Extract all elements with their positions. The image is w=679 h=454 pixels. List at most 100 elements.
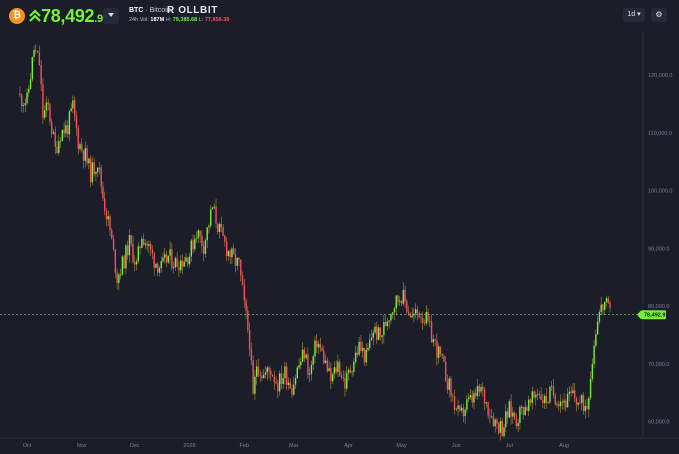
candle-down (217, 223, 219, 233)
candle-down (349, 369, 352, 373)
candle-down (554, 395, 556, 405)
candle-up (598, 312, 601, 322)
candle-down (573, 390, 576, 399)
candle-up (144, 243, 147, 245)
candle-up (296, 367, 299, 379)
candle-down (241, 275, 244, 286)
chevron-down-icon (108, 13, 114, 17)
candle-up (162, 257, 164, 262)
candle-up (70, 108, 72, 112)
candle-down (434, 339, 436, 341)
candle-down (104, 198, 106, 211)
candle-down (379, 327, 382, 338)
candle-up (595, 334, 597, 346)
candle-up (432, 339, 435, 343)
candle-up (301, 349, 304, 362)
candle-down (273, 376, 276, 382)
candle-down (252, 360, 254, 394)
candle-down (356, 352, 359, 355)
stats-line: 24h Vol: 187M H: 79,385.68 L: 77,856.38 (129, 17, 229, 23)
candle-down (487, 402, 489, 416)
candle-up (308, 373, 311, 375)
candle-up (425, 312, 427, 324)
candle-down (199, 230, 201, 236)
candle-up (45, 102, 48, 111)
candle-down (259, 375, 261, 377)
candle-down (139, 246, 141, 248)
candle-down (303, 349, 306, 359)
candle-up (596, 321, 599, 335)
candle-down (443, 356, 445, 362)
candle-up (361, 347, 364, 351)
candle-up (264, 372, 267, 375)
price-axis-label: 120,000.0 (648, 73, 672, 79)
candle-up (137, 246, 140, 262)
candle-up (494, 419, 496, 427)
candle-down (238, 257, 240, 260)
candle-down (93, 162, 95, 174)
candle-down (429, 321, 431, 322)
candle-down (36, 50, 39, 53)
candle-up (305, 354, 307, 359)
candle-up (128, 235, 131, 256)
candle-down (376, 326, 378, 340)
candle-down (538, 394, 541, 396)
candle-down (492, 416, 495, 427)
candle-down (42, 84, 44, 118)
candle-down (344, 377, 346, 389)
candle-down (187, 257, 189, 265)
candle-down (478, 385, 480, 392)
candle-up (125, 245, 127, 269)
candle-up (208, 225, 210, 228)
candle-up (164, 254, 166, 258)
candle-up (381, 335, 383, 338)
candle-up (88, 158, 90, 164)
candle-up (402, 289, 405, 304)
candle-up (589, 379, 592, 398)
candle-up (188, 256, 191, 265)
low-label: L: (198, 17, 204, 23)
bitcoin-icon: ₿ (9, 8, 25, 24)
settings-button[interactable]: ⚙ (651, 8, 667, 22)
candle-up (584, 406, 586, 412)
candle-down (157, 263, 159, 273)
candle-up (310, 364, 313, 374)
candle-up (520, 406, 523, 408)
time-axis-label: Jun (452, 443, 461, 449)
candle-down (100, 167, 102, 187)
candle-up (358, 341, 360, 355)
candle-down (423, 322, 426, 324)
price-dropdown-button[interactable] (103, 8, 119, 24)
candle-down (323, 350, 325, 364)
candle-down (307, 354, 309, 375)
candle-down (579, 402, 581, 404)
candle-down (552, 386, 555, 396)
candle-down (63, 129, 65, 134)
candle-up (293, 384, 295, 395)
candle-down (475, 393, 477, 397)
candle-up (437, 346, 440, 358)
candle-up (22, 105, 25, 107)
candle-down (146, 243, 148, 246)
time-axis-label: 2026 (183, 443, 195, 449)
candle-up (95, 172, 97, 174)
candle-up (563, 400, 565, 403)
candle-up (254, 376, 256, 394)
candle-up (31, 56, 34, 80)
timeframe-selector[interactable]: 1d ▾ (623, 8, 645, 22)
candle-down (225, 241, 228, 257)
candle-up (98, 167, 101, 169)
candle-up (460, 407, 463, 411)
candle-up (331, 373, 334, 382)
candle-down (275, 381, 277, 384)
candle-down (277, 383, 279, 392)
candle-down (171, 249, 173, 269)
time-axis-label: Nov (77, 443, 87, 449)
candle-down (56, 146, 58, 153)
candle-up (255, 366, 258, 377)
candle-up (505, 411, 507, 428)
candle-up (91, 162, 94, 183)
candle-down (77, 128, 79, 150)
candle-up (167, 255, 170, 263)
